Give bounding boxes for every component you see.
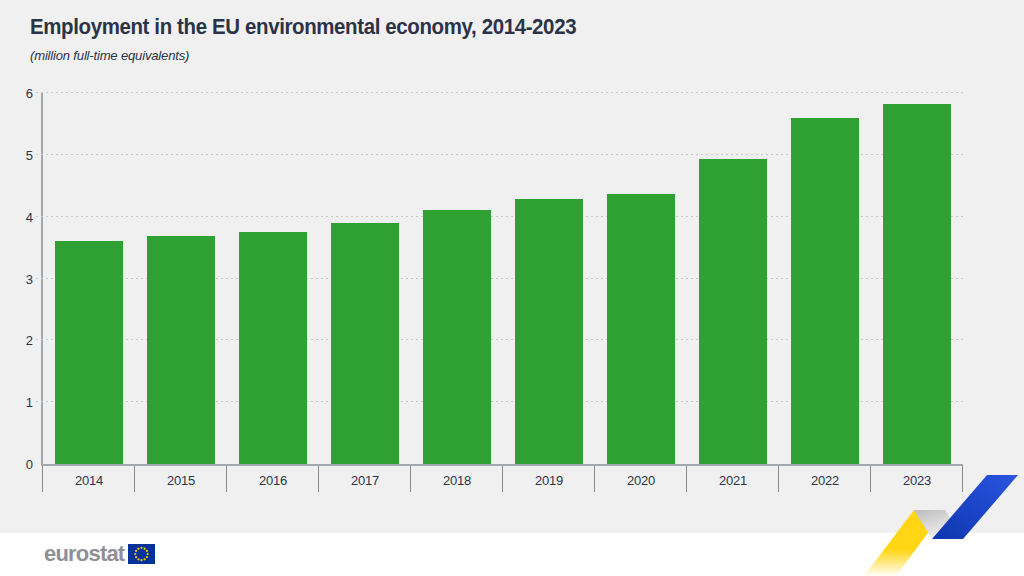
bar-2021: [699, 159, 766, 464]
bar-2023: [883, 104, 950, 464]
bar-2017: [331, 223, 398, 464]
y-axis-line: [41, 93, 43, 466]
x-axis-tick: [686, 466, 687, 492]
x-axis-label-2016: 2016: [259, 473, 287, 488]
x-axis-label-2022: 2022: [811, 473, 839, 488]
infographic-canvas: Employment in the EU environmental econo…: [0, 0, 1024, 576]
bar-2022: [791, 118, 858, 464]
y-axis-tick-label: 2: [9, 334, 33, 347]
y-axis-tick-label: 1: [9, 396, 33, 409]
eurostat-logo: eurostat: [44, 543, 155, 565]
x-axis-tick: [318, 466, 319, 492]
x-axis-label-2020: 2020: [627, 473, 655, 488]
x-axis-tick: [410, 466, 411, 492]
arrow-blue-segment: [932, 475, 1018, 539]
bar-2018: [423, 210, 490, 464]
bar-2016: [239, 232, 306, 464]
x-axis-tick: [134, 466, 135, 492]
x-axis-tick: [778, 466, 779, 492]
eu-flag-icon: [128, 544, 155, 564]
eurostat-arrow-logo: [850, 460, 1024, 576]
x-axis-tick: [42, 466, 43, 492]
chart-title: Employment in the EU environmental econo…: [30, 14, 576, 40]
x-axis-tick: [594, 466, 595, 492]
y-axis-tick-label: 5: [9, 148, 33, 161]
chart-subtitle: (million full-time equivalents): [30, 48, 189, 63]
plot-area: 0123456201420152016201720182019202020212…: [43, 93, 963, 464]
bar-2015: [147, 236, 214, 464]
x-axis-label-2015: 2015: [167, 473, 195, 488]
gridline-6: [36, 92, 963, 93]
bar-2020: [607, 194, 674, 464]
x-axis-label-2019: 2019: [535, 473, 563, 488]
x-axis-tick: [226, 466, 227, 492]
y-axis-tick-label: 4: [9, 210, 33, 223]
x-axis-label-2018: 2018: [443, 473, 471, 488]
x-axis-tick: [502, 466, 503, 492]
x-axis-label-2014: 2014: [75, 473, 103, 488]
x-axis-label-2021: 2021: [719, 473, 747, 488]
bar-2019: [515, 199, 582, 464]
eurostat-wordmark: eurostat: [44, 543, 124, 565]
y-axis-tick-label: 6: [9, 87, 33, 100]
y-axis-tick-label: 3: [9, 272, 33, 285]
y-axis-tick-label: 0: [9, 458, 33, 471]
x-axis-label-2017: 2017: [351, 473, 379, 488]
bar-2014: [55, 241, 122, 464]
